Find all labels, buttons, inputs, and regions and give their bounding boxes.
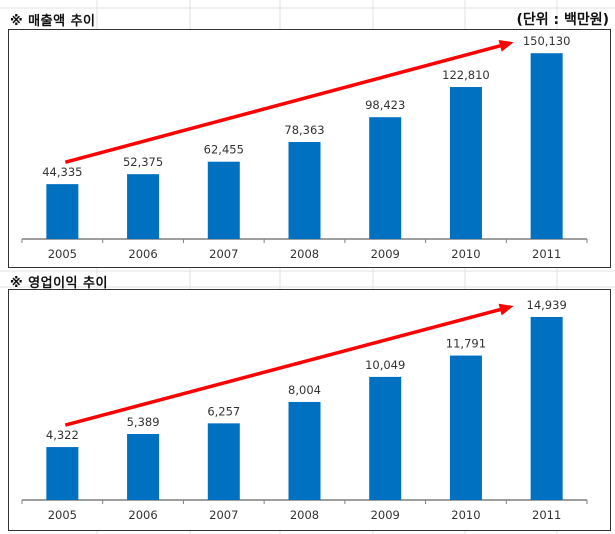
x-tick-label: 2007 [209, 508, 238, 522]
bar-2006 [127, 433, 160, 500]
operating-profit-chart: 4,322 2005 5,389 2006 6,257 2007 8,004 2008 10,0… [8, 289, 611, 531]
x-tick-label: 2005 [48, 508, 77, 522]
unit-label: (단위 : 백만원) [516, 12, 609, 28]
data-label: 10,049 [365, 358, 405, 372]
trend-arrow-head [498, 40, 514, 52]
x-tick-label: 2011 [532, 247, 561, 261]
bar-2005 [46, 447, 79, 500]
x-tick-label: 2008 [290, 247, 319, 261]
sales-chart-title: ※ 매출액 추이 [10, 14, 96, 29]
data-label: 11,791 [446, 337, 486, 351]
bar-2007 [207, 423, 240, 500]
x-tick-label: 2011 [532, 508, 561, 522]
x-tick-label: 2006 [128, 508, 157, 522]
trend-arrow-line [64, 307, 501, 427]
x-tick-label: 2006 [128, 247, 157, 261]
data-label: 62,455 [204, 143, 244, 157]
bar-2008 [288, 401, 321, 500]
x-tick-label: 2010 [451, 247, 480, 261]
bar-2011 [530, 53, 563, 239]
sales-chart-svg: 44,335 2005 52,375 2006 62,455 2007 78,363 2008… [21, 34, 588, 261]
data-label: 52,375 [123, 155, 163, 169]
x-tick-label: 2005 [48, 247, 77, 261]
bar-2009 [369, 117, 402, 239]
x-tick-label: 2008 [290, 508, 319, 522]
data-label: 5,389 [127, 415, 160, 429]
bar-2005 [46, 184, 79, 239]
sales-chart: 44,335 2005 52,375 2006 62,455 2007 78,363 2008… [8, 29, 611, 268]
trend-arrow-head [498, 303, 514, 316]
x-tick-label: 2009 [371, 247, 400, 261]
operating-profit-chart-svg: 4,322 2005 5,389 2006 6,257 2007 8,004 2008 10,0… [21, 298, 588, 522]
bar-2008 [288, 142, 321, 239]
data-label: 8,004 [288, 383, 321, 397]
bar-2007 [207, 161, 240, 239]
bar-2009 [369, 376, 402, 500]
trend-arrow-line [64, 44, 501, 164]
data-label: 14,939 [527, 298, 567, 312]
bar-2006 [127, 174, 160, 239]
x-tick-label: 2007 [209, 247, 238, 261]
bar-2010 [449, 355, 482, 500]
operating-profit-chart-title: ※ 영업이익 추이 [10, 276, 108, 291]
bar-2010 [449, 87, 482, 239]
data-label: 44,335 [42, 165, 82, 179]
x-tick-label: 2010 [451, 508, 480, 522]
bar-2011 [530, 316, 563, 500]
x-tick-label: 2009 [371, 508, 400, 522]
data-label: 4,322 [46, 428, 79, 442]
data-label: 98,423 [365, 98, 405, 112]
data-label: 122,810 [442, 68, 490, 82]
data-label: 150,130 [523, 34, 571, 48]
data-label: 6,257 [207, 404, 240, 418]
data-label: 78,363 [284, 123, 324, 137]
